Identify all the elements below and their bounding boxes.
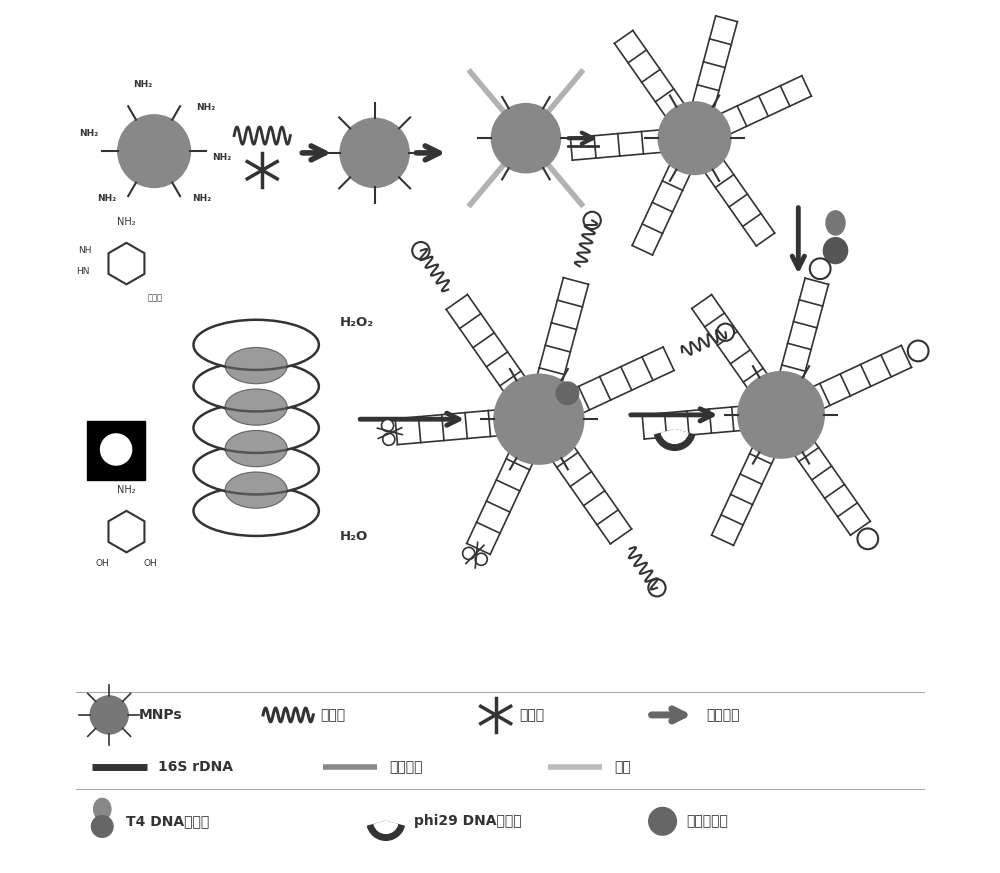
Circle shape bbox=[491, 104, 561, 173]
Text: NH: NH bbox=[78, 246, 92, 255]
Text: HN: HN bbox=[76, 267, 90, 276]
Circle shape bbox=[463, 547, 475, 560]
Ellipse shape bbox=[193, 361, 319, 411]
Ellipse shape bbox=[826, 210, 845, 235]
Text: NH₂: NH₂ bbox=[117, 217, 136, 227]
Circle shape bbox=[857, 528, 878, 549]
Ellipse shape bbox=[225, 472, 287, 508]
Circle shape bbox=[494, 375, 584, 464]
Circle shape bbox=[383, 433, 395, 445]
Text: MNPs: MNPs bbox=[139, 708, 182, 722]
Circle shape bbox=[556, 382, 579, 404]
Circle shape bbox=[90, 696, 128, 734]
Circle shape bbox=[382, 419, 394, 431]
Text: NH₂: NH₂ bbox=[212, 153, 231, 162]
Circle shape bbox=[658, 102, 731, 175]
Ellipse shape bbox=[193, 485, 319, 536]
Circle shape bbox=[738, 372, 824, 458]
Text: OH: OH bbox=[95, 560, 109, 568]
Ellipse shape bbox=[193, 402, 319, 453]
Text: 16S rDNA: 16S rDNA bbox=[158, 760, 233, 773]
Circle shape bbox=[584, 212, 601, 229]
Text: 捕获探针: 捕获探针 bbox=[706, 708, 739, 722]
Text: OH: OH bbox=[144, 560, 158, 568]
Circle shape bbox=[475, 553, 487, 566]
Text: 模板: 模板 bbox=[614, 760, 631, 773]
Text: 信号探针: 信号探针 bbox=[389, 760, 423, 773]
Circle shape bbox=[412, 242, 430, 259]
Text: T4 DNA连接酶: T4 DNA连接酶 bbox=[126, 815, 210, 828]
Wedge shape bbox=[374, 821, 398, 834]
Text: NH₂: NH₂ bbox=[192, 195, 211, 203]
Ellipse shape bbox=[225, 389, 287, 425]
Text: NH₂: NH₂ bbox=[79, 129, 99, 138]
Text: 氯化血红素: 氯化血红素 bbox=[686, 815, 728, 828]
Wedge shape bbox=[655, 430, 695, 450]
Text: 戊二醛: 戊二醛 bbox=[320, 708, 345, 722]
Text: H₂O₂: H₂O₂ bbox=[340, 316, 374, 329]
Ellipse shape bbox=[225, 347, 287, 384]
Circle shape bbox=[717, 324, 734, 340]
Circle shape bbox=[810, 258, 831, 279]
Text: NH₂: NH₂ bbox=[97, 195, 116, 203]
Circle shape bbox=[648, 579, 666, 596]
Wedge shape bbox=[661, 430, 688, 443]
Text: NH₂: NH₂ bbox=[133, 80, 152, 89]
Ellipse shape bbox=[193, 320, 319, 370]
Text: 亲和素: 亲和素 bbox=[519, 708, 544, 722]
Circle shape bbox=[340, 119, 409, 188]
Text: phi29 DNA聚合酶: phi29 DNA聚合酶 bbox=[414, 815, 521, 828]
Circle shape bbox=[649, 808, 676, 835]
Text: 黄素原: 黄素原 bbox=[148, 292, 163, 302]
FancyBboxPatch shape bbox=[87, 421, 145, 480]
Wedge shape bbox=[367, 821, 404, 841]
Circle shape bbox=[101, 434, 132, 465]
Ellipse shape bbox=[823, 237, 848, 264]
Circle shape bbox=[908, 340, 929, 361]
Ellipse shape bbox=[94, 799, 111, 820]
Text: H₂O: H₂O bbox=[340, 530, 368, 543]
Ellipse shape bbox=[91, 815, 113, 837]
Circle shape bbox=[118, 115, 190, 188]
Text: NH₂: NH₂ bbox=[196, 103, 215, 113]
Ellipse shape bbox=[193, 444, 319, 494]
Ellipse shape bbox=[225, 430, 287, 467]
Text: NH₂: NH₂ bbox=[117, 485, 136, 495]
